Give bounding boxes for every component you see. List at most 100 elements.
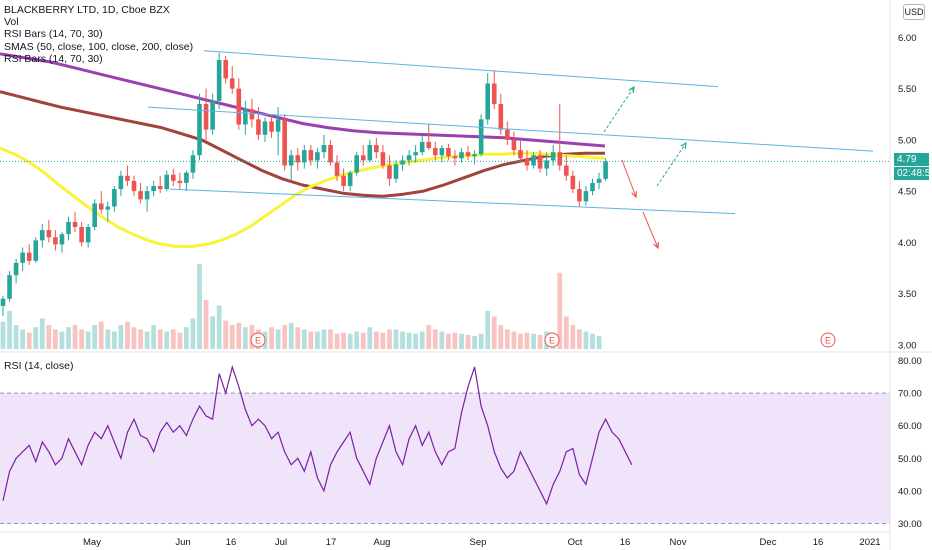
candle-body: [190, 155, 196, 173]
volume-bar: [393, 329, 399, 349]
volume-bar: [242, 327, 248, 349]
candle-body: [308, 150, 314, 161]
volume-bar: [105, 329, 111, 349]
candle-body: [144, 191, 150, 200]
volume-bar: [98, 321, 104, 349]
volume-bar: [590, 333, 595, 349]
trend-drawings: [147, 50, 874, 250]
indicator-rsi-bars-2[interactable]: RSI Bars (14, 70, 30): [4, 52, 103, 65]
candle-body: [0, 298, 6, 306]
candle-body: [564, 165, 569, 176]
candle-body: [131, 180, 137, 192]
volume-bar: [118, 325, 124, 349]
volume-bar: [360, 332, 366, 349]
rsi-tick-label: 40.00: [898, 486, 922, 497]
rsi-legend[interactable]: RSI (14, close): [4, 360, 74, 372]
symbol-title[interactable]: BLACKBERRY LTD, 1D, Cboe BZX: [4, 4, 170, 16]
volume-bar: [341, 332, 346, 349]
earnings-marker-label: E: [549, 335, 555, 345]
channel-lower-line: [169, 188, 736, 215]
candle-body: [85, 227, 91, 243]
volume-bar: [229, 325, 235, 349]
price-tick-label: 3.00: [898, 340, 917, 351]
candle-body: [518, 150, 523, 159]
time-tick-label: 16: [813, 537, 824, 548]
volume-bar: [504, 329, 510, 349]
volume-bar: [20, 329, 26, 349]
candle-body: [59, 234, 65, 245]
indicator-rsi-bars[interactable]: RSI Bars (14, 70, 30): [4, 28, 103, 41]
candle-body: [125, 175, 130, 181]
candle-body: [341, 175, 346, 186]
volume-bar: [511, 331, 517, 349]
volume-bar: [46, 325, 52, 349]
volume-bar: [184, 327, 189, 349]
indicator-smas[interactable]: SMAS (50, close, 100, close, 200, close): [4, 40, 194, 53]
candle-body: [400, 160, 405, 165]
volume-bar: [380, 332, 386, 349]
volume-bar: [524, 332, 530, 349]
volume-bar: [125, 321, 130, 349]
earnings-marker-label: E: [255, 335, 261, 345]
time-tick-label: Nov: [670, 537, 687, 548]
candle-body: [118, 175, 124, 190]
rsi-tick-label: 30.00: [898, 519, 922, 530]
candle-body: [216, 59, 222, 101]
candle-body: [171, 174, 176, 181]
candle-body: [491, 83, 497, 104]
volume-bar: [190, 318, 196, 349]
volume-bar: [282, 325, 288, 349]
up-arrow-upper-shaft: [603, 86, 635, 133]
volume-bar: [308, 331, 314, 349]
up-arrow-lower-shaft: [656, 142, 687, 187]
volume-bar: [531, 333, 536, 349]
candle-body: [485, 83, 490, 120]
volume-bar: [197, 264, 202, 349]
candle-body: [282, 119, 287, 166]
volume-bar: [288, 322, 294, 349]
candle-body: [387, 165, 392, 179]
candle-body: [40, 230, 45, 241]
volume-bar: [439, 331, 445, 349]
candle-body: [393, 164, 399, 179]
candle-body: [33, 240, 39, 261]
volume-bar: [478, 333, 484, 349]
price-tick-label: 6.00: [898, 33, 917, 44]
sma200-line: [0, 90, 605, 198]
volume-bar: [216, 305, 222, 349]
candle-body: [452, 156, 458, 159]
volume-bar: [301, 329, 307, 349]
volume-bar: [269, 327, 274, 349]
volume-bar: [131, 327, 137, 349]
sma100-line: [0, 52, 606, 148]
rsi-pane[interactable]: [0, 364, 890, 524]
volume-bar: [157, 329, 163, 349]
down-arrow-upper-shaft: [621, 159, 637, 198]
last-price-tag: 4.79: [894, 153, 929, 166]
candle-body: [531, 155, 536, 166]
candle-body: [26, 252, 32, 261]
candle-body: [380, 152, 386, 166]
volume-bar: [53, 329, 58, 349]
volume-bar: [138, 329, 143, 349]
time-tick-label: 2021: [859, 537, 880, 548]
volume-bar: [328, 329, 333, 349]
candle-body: [590, 182, 595, 192]
candle-body: [105, 206, 111, 210]
indicator-vol[interactable]: Vol: [4, 16, 19, 29]
candle-body: [524, 158, 530, 166]
candle-body: [177, 180, 183, 183]
currency-button[interactable]: USD: [903, 4, 925, 20]
volume-bar: [557, 272, 563, 349]
volume-bar: [354, 331, 360, 349]
down-arrow-lower: [642, 211, 659, 250]
candle-body: [13, 262, 19, 276]
down-arrow-upper: [621, 159, 638, 199]
time-tick-label: 16: [620, 537, 631, 548]
volume-bar: [0, 321, 6, 349]
volume-bar: [373, 331, 379, 349]
time-tick-label: Sep: [470, 537, 487, 548]
volume-bar: [387, 329, 392, 349]
